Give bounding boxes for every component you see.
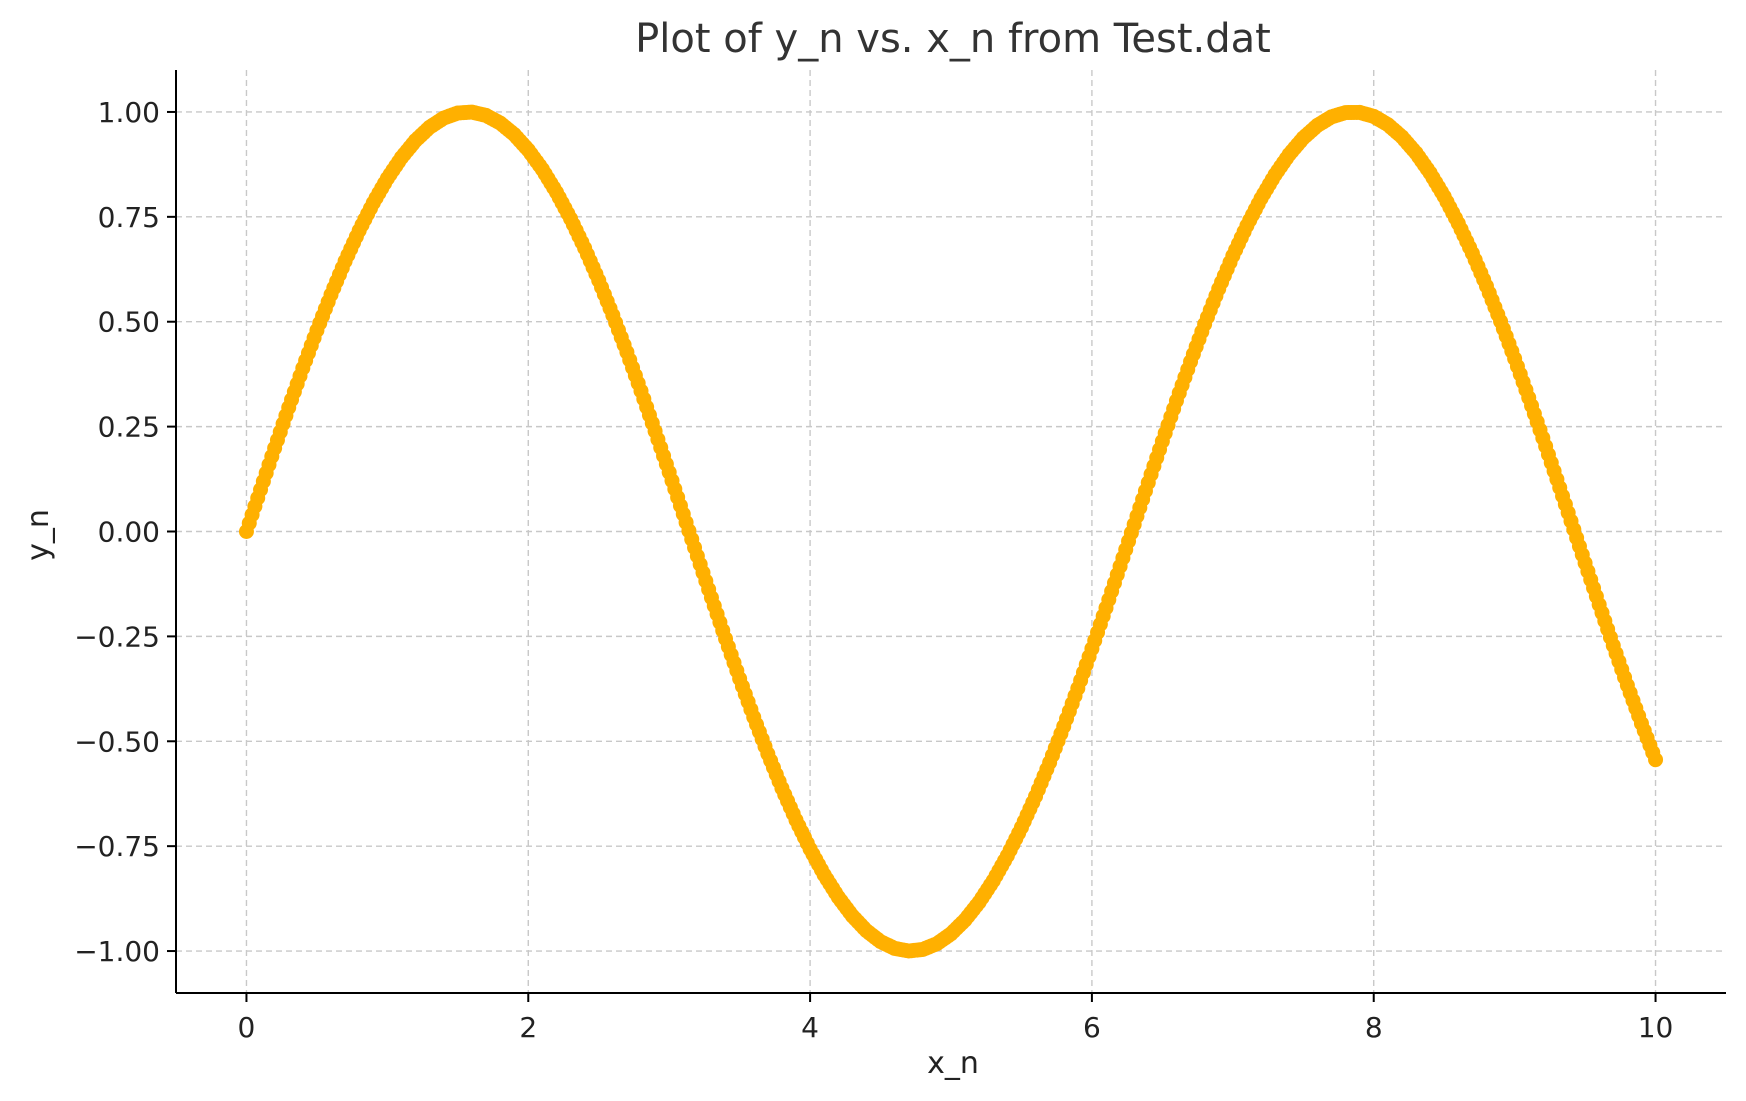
x-tick-label: 4 — [801, 1011, 819, 1044]
y-axis-label: y_n — [21, 509, 56, 561]
x-tick-label: 2 — [519, 1011, 537, 1044]
data-points — [238, 104, 1664, 959]
y-tick-label: 1.00 — [98, 96, 160, 129]
y-tick-label: −1.00 — [74, 935, 160, 968]
axis-ticks: 0 2 4 6 8 10 1.00 0.75 0.50 0.25 0.00 −0.25 −0.50 −0.… — [74, 96, 1673, 1044]
x-tick-label: 0 — [238, 1011, 256, 1044]
y-tick-label: 0.75 — [98, 201, 160, 234]
x-tick-label: 8 — [1365, 1011, 1383, 1044]
y-tick-label: −0.50 — [74, 725, 160, 758]
grid-lines — [176, 70, 1726, 993]
x-tick-label: 6 — [1083, 1011, 1101, 1044]
y-tick-label: 0.25 — [98, 411, 160, 444]
y-tick-label: 0.00 — [98, 516, 160, 549]
y-tick-label: −0.75 — [74, 830, 160, 863]
data-point — [1648, 752, 1664, 768]
x-tick-label: 10 — [1638, 1011, 1674, 1044]
x-axis-label: x_n — [927, 1046, 979, 1081]
chart-title: Plot of y_n vs. x_n from Test.dat — [635, 16, 1271, 62]
y-tick-label: 0.50 — [98, 306, 160, 339]
y-tick-label: −0.25 — [74, 620, 160, 653]
